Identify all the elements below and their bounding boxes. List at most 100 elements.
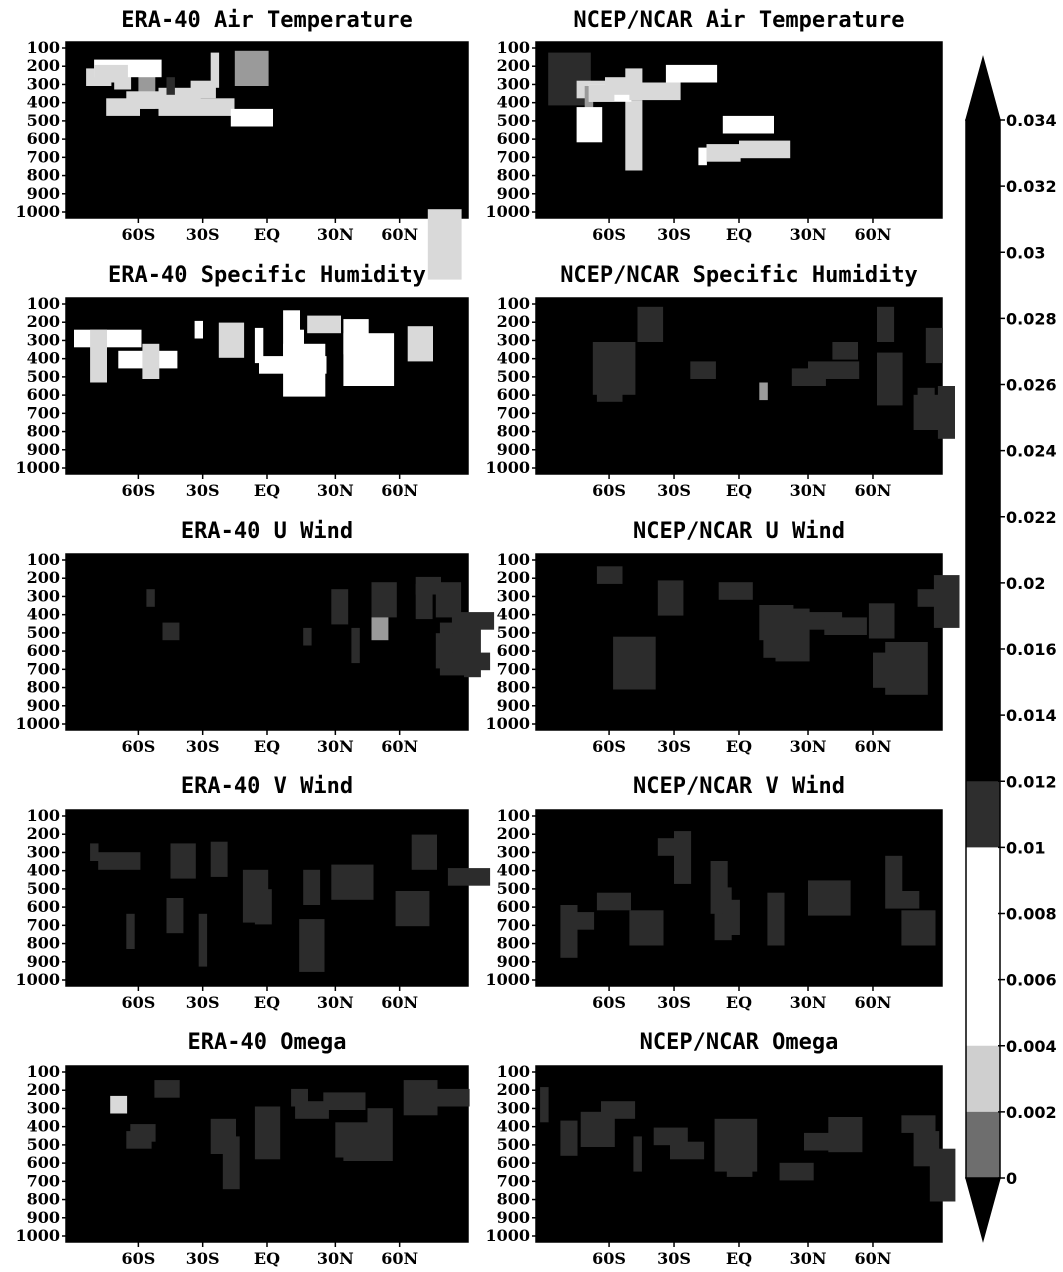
data-cell — [198, 913, 208, 967]
panel-title: ERA-40 V Wind — [181, 774, 353, 799]
data-cell — [629, 910, 664, 946]
data-cell — [877, 306, 895, 342]
data-cell — [596, 566, 623, 584]
panel-title: ERA-40 Specific Humidity — [108, 263, 426, 288]
data-cell — [303, 869, 321, 905]
data-cell — [613, 636, 656, 690]
data-cell — [885, 891, 920, 909]
y-tick-label: 400 — [497, 605, 530, 624]
y-tick-label: 1000 — [15, 1226, 60, 1245]
x-tick-label: 60S — [121, 737, 155, 756]
y-tick-label: 1000 — [15, 714, 60, 733]
data-cell — [873, 652, 891, 688]
data-cell — [218, 322, 245, 358]
y-tick-label: 500 — [27, 1135, 60, 1154]
data-cell — [435, 1088, 470, 1107]
data-cell — [933, 575, 960, 628]
x-tick-label: EQ — [726, 737, 752, 756]
panel-title: NCEP/NCAR Omega — [640, 1030, 839, 1055]
y-tick-label: 900 — [497, 440, 530, 459]
y-tick-label: 100 — [27, 38, 60, 57]
data-cell — [166, 898, 184, 934]
x-tick-label: 60N — [381, 1249, 418, 1268]
data-cell — [110, 1095, 128, 1114]
y-tick-label: 100 — [27, 1062, 60, 1081]
x-tick-label: 60N — [855, 993, 892, 1012]
data-cell — [767, 892, 785, 946]
colorbar-segment — [966, 1111, 1000, 1179]
x-tick-label: EQ — [254, 481, 280, 500]
data-cell — [925, 327, 943, 364]
colorbar-label: 0.032 — [1006, 177, 1057, 196]
y-tick-label: 600 — [27, 1153, 60, 1172]
data-cell — [722, 899, 740, 935]
data-cell — [254, 1106, 281, 1160]
colorbar: 0.034 0.032 0.03 0.028 0.026 0.024 0.022 0.02 0.… — [965, 55, 1057, 1243]
y-tick-label: 200 — [27, 56, 60, 75]
y-tick-label: 1000 — [15, 970, 60, 989]
y-tick-label: 600 — [497, 385, 530, 404]
data-cell — [625, 68, 643, 86]
data-cell — [885, 642, 928, 695]
y-tick-label: 900 — [497, 952, 530, 971]
colorbar-label: 0.034 — [1006, 111, 1057, 130]
panel-title: NCEP/NCAR Specific Humidity — [560, 263, 918, 288]
x-tick-label: 60S — [121, 225, 155, 244]
y-tick-label: 800 — [27, 422, 60, 441]
y-tick-label: 1000 — [485, 970, 530, 989]
data-cell — [170, 843, 196, 879]
data-cell — [560, 1120, 578, 1156]
y-tick-label: 600 — [497, 897, 530, 916]
colorbar-segment — [966, 847, 1000, 914]
data-cell — [90, 329, 107, 383]
data-cell — [210, 841, 228, 877]
data-cell — [832, 342, 858, 360]
data-cell — [722, 115, 774, 134]
y-tick-label: 100 — [497, 294, 530, 313]
x-tick-label: 60S — [592, 993, 626, 1012]
y-tick-label: 600 — [497, 129, 530, 148]
y-tick-label: 700 — [497, 1171, 530, 1190]
data-cell — [194, 320, 203, 339]
data-cell — [596, 366, 623, 402]
data-cell — [929, 1148, 956, 1202]
x-tick-label: 30N — [790, 481, 827, 500]
x-tick-label: 30N — [790, 993, 827, 1012]
y-tick-label: 400 — [497, 349, 530, 368]
data-cell — [451, 612, 495, 630]
y-tick-label: 300 — [497, 842, 530, 861]
colorbar-segment — [966, 186, 1000, 253]
panel-title: NCEP/NCAR Air Temperature — [573, 8, 904, 33]
data-cell — [576, 107, 603, 143]
colorbar-segment — [966, 516, 1000, 584]
data-cell — [625, 100, 643, 171]
data-cell — [690, 361, 716, 379]
y-tick-label: 700 — [27, 659, 60, 678]
data-cell — [657, 580, 684, 616]
y-tick-label: 500 — [497, 623, 530, 642]
x-tick-label: 30N — [317, 737, 354, 756]
colorbar-segment — [966, 715, 1000, 782]
data-cell — [808, 880, 851, 916]
x-tick-label: 30N — [317, 993, 354, 1012]
y-tick-label: 100 — [497, 1062, 530, 1081]
y-tick-label: 100 — [27, 294, 60, 313]
y-tick-label: 400 — [27, 349, 60, 368]
y-tick-label: 700 — [27, 147, 60, 166]
y-tick-label: 1000 — [15, 458, 60, 477]
y-tick-label: 600 — [497, 641, 530, 660]
data-cell — [74, 329, 142, 348]
x-tick-label: 30S — [186, 737, 220, 756]
data-cell — [230, 108, 273, 127]
y-tick-label: 900 — [497, 696, 530, 715]
colorbar-segment — [966, 318, 1000, 385]
y-tick-label: 200 — [27, 824, 60, 843]
x-tick-label: 60N — [381, 225, 418, 244]
x-tick-label: EQ — [254, 1249, 280, 1268]
plot-field — [65, 553, 469, 731]
colorbar-label: 0.016 — [1006, 640, 1057, 659]
plot-field — [65, 297, 469, 475]
data-cell — [901, 1115, 936, 1133]
data-cell — [146, 589, 155, 607]
colorbar-segment — [966, 1045, 1000, 1113]
